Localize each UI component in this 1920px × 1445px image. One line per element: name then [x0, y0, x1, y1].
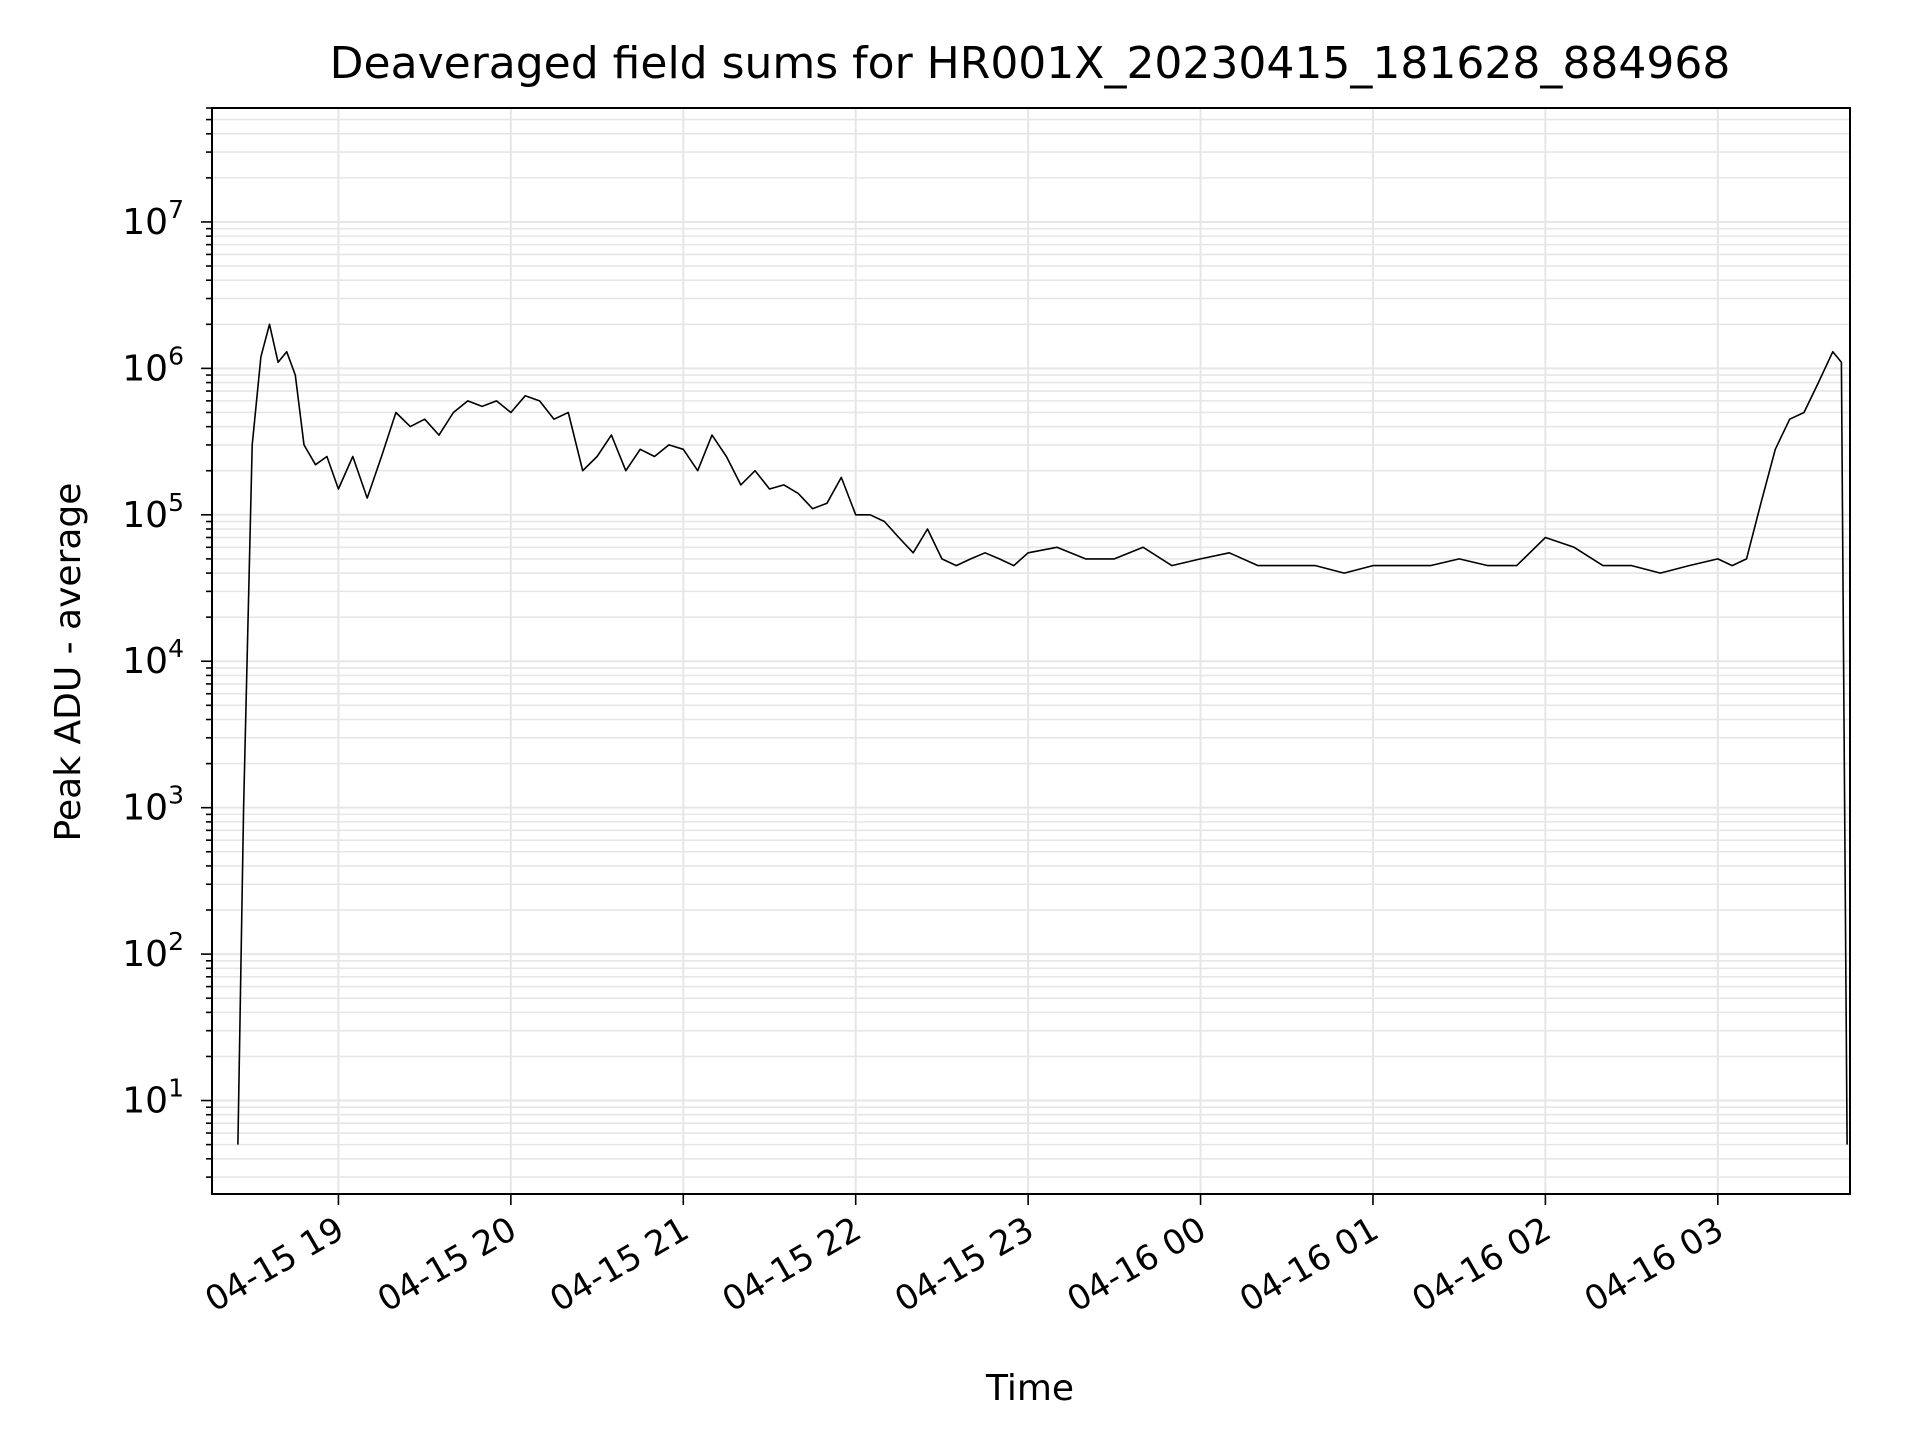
chart-title: Deaveraged field sums for HR001X_2023041…	[330, 38, 1731, 89]
y-tick-label: 106	[122, 341, 184, 389]
x-tick-label: 04-15 22	[716, 1209, 868, 1320]
series-line	[237, 323, 1848, 1145]
x-tick-label: 04-16 02	[1405, 1209, 1557, 1320]
y-tick-label: 101	[122, 1074, 184, 1122]
y-tick-label: 103	[122, 781, 184, 829]
y-tick-label: 107	[122, 195, 184, 243]
x-tick-label: 04-15 19	[199, 1209, 351, 1320]
y-tick-label: 102	[122, 927, 184, 975]
x-tick-label: 04-16 03	[1578, 1209, 1730, 1320]
x-tick-label: 04-15 23	[888, 1209, 1040, 1320]
x-tick-label: 04-15 20	[371, 1209, 523, 1320]
x-tick-label: 04-15 21	[543, 1209, 695, 1320]
y-tick-label: 105	[122, 488, 184, 536]
x-tick-label: 04-16 00	[1061, 1209, 1213, 1320]
x-axis-label: Time	[985, 1368, 1074, 1409]
y-axis-label: Peak ADU - average	[48, 483, 89, 842]
line-layer	[237, 323, 1848, 1145]
tick-layer: 04-15 19 04-15 20 04-15 21 04-15 22 04-15 23…	[122, 107, 1730, 1320]
y-tick-label: 104	[122, 634, 184, 682]
x-tick-label: 04-16 01	[1233, 1209, 1385, 1320]
plot-frame	[211, 107, 1851, 1195]
grid-layer	[212, 107, 1850, 1194]
